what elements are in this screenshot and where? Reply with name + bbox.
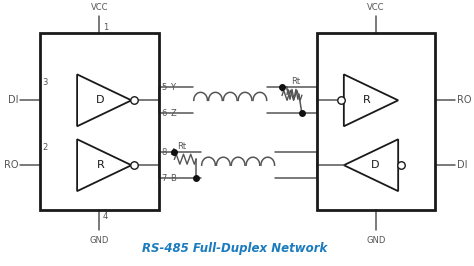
Text: GND: GND bbox=[366, 236, 386, 245]
Text: A: A bbox=[171, 148, 176, 157]
Text: 3: 3 bbox=[42, 78, 48, 87]
Text: Rt: Rt bbox=[291, 77, 300, 86]
Text: 6: 6 bbox=[162, 109, 167, 118]
Text: D: D bbox=[371, 160, 379, 170]
Text: R: R bbox=[363, 95, 371, 105]
Text: Rt: Rt bbox=[177, 142, 186, 151]
Text: 4: 4 bbox=[102, 211, 108, 221]
Text: RO: RO bbox=[457, 95, 472, 105]
Text: VCC: VCC bbox=[91, 2, 108, 11]
Text: Y: Y bbox=[171, 83, 175, 92]
Text: DI: DI bbox=[457, 160, 467, 170]
Text: 7: 7 bbox=[162, 174, 167, 183]
Text: DI: DI bbox=[8, 95, 18, 105]
Text: 1: 1 bbox=[103, 23, 109, 32]
Text: D: D bbox=[96, 95, 105, 105]
Text: VCC: VCC bbox=[367, 2, 385, 11]
Text: 2: 2 bbox=[42, 143, 47, 152]
Bar bbox=[40, 34, 159, 210]
Text: GND: GND bbox=[90, 236, 109, 245]
Text: 5: 5 bbox=[162, 83, 167, 92]
Text: R: R bbox=[96, 160, 104, 170]
Text: B: B bbox=[171, 174, 176, 183]
Text: RS-485 Full-Duplex Network: RS-485 Full-Duplex Network bbox=[142, 242, 328, 255]
Text: 8: 8 bbox=[162, 148, 167, 157]
Text: Z: Z bbox=[171, 109, 176, 118]
Bar bbox=[317, 34, 435, 210]
Text: RO: RO bbox=[4, 160, 18, 170]
